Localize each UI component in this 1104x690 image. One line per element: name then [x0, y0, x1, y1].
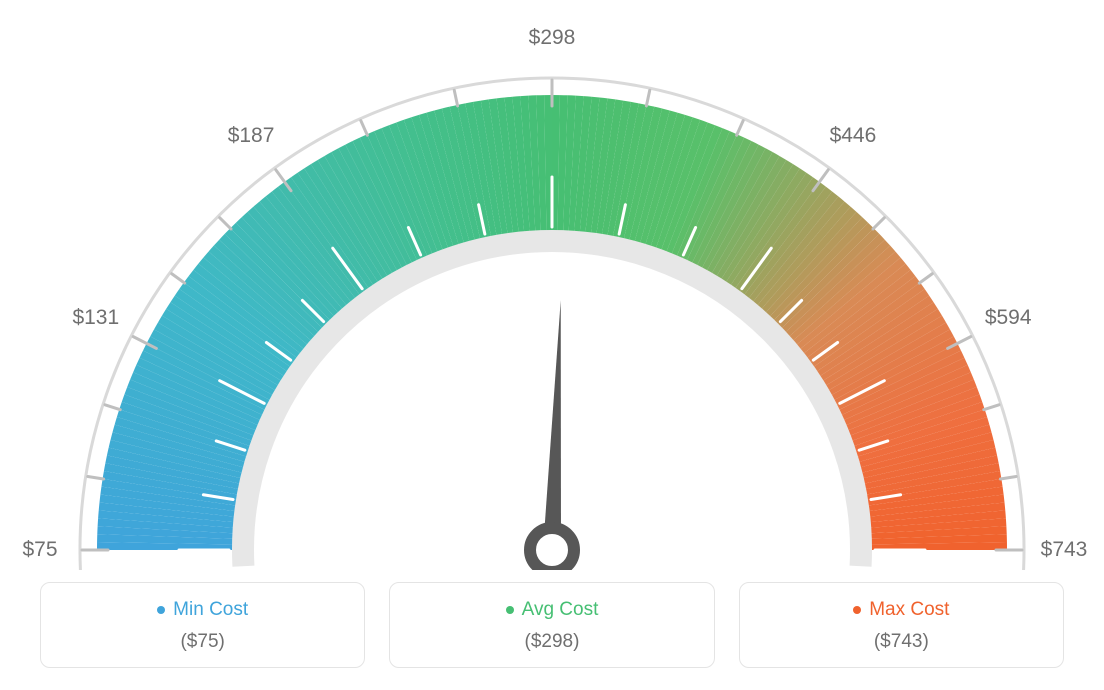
gauge-tick-label: $187 [228, 124, 275, 148]
legend-value: ($75) [51, 631, 354, 653]
legend-title-max: Max Cost [853, 599, 949, 621]
gauge-tick-label: $743 [1041, 538, 1088, 562]
gauge-tick-label: $446 [830, 124, 877, 148]
gauge-tick-label: $75 [22, 538, 57, 562]
legend-label: Max Cost [869, 599, 949, 621]
gauge-svg [0, 10, 1104, 570]
dot-icon [157, 606, 165, 614]
cost-gauge: $75 $131 $187 $298 $446 $594 $743 [0, 10, 1104, 570]
dot-icon [853, 606, 861, 614]
dot-icon [506, 606, 514, 614]
gauge-tick-label: $594 [985, 306, 1032, 330]
legend-label: Avg Cost [522, 599, 599, 621]
legend-card-avg: Avg Cost ($298) [389, 582, 714, 668]
legend-title-avg: Avg Cost [506, 599, 599, 621]
legend-value: ($298) [400, 631, 703, 653]
gauge-tick-label: $131 [72, 306, 119, 330]
legend-row: Min Cost ($75) Avg Cost ($298) Max Cost … [40, 582, 1064, 668]
legend-card-max: Max Cost ($743) [739, 582, 1064, 668]
gauge-tick-label: $298 [529, 26, 576, 50]
legend-label: Min Cost [173, 599, 248, 621]
legend-card-min: Min Cost ($75) [40, 582, 365, 668]
legend-value: ($743) [750, 631, 1053, 653]
legend-title-min: Min Cost [157, 599, 248, 621]
